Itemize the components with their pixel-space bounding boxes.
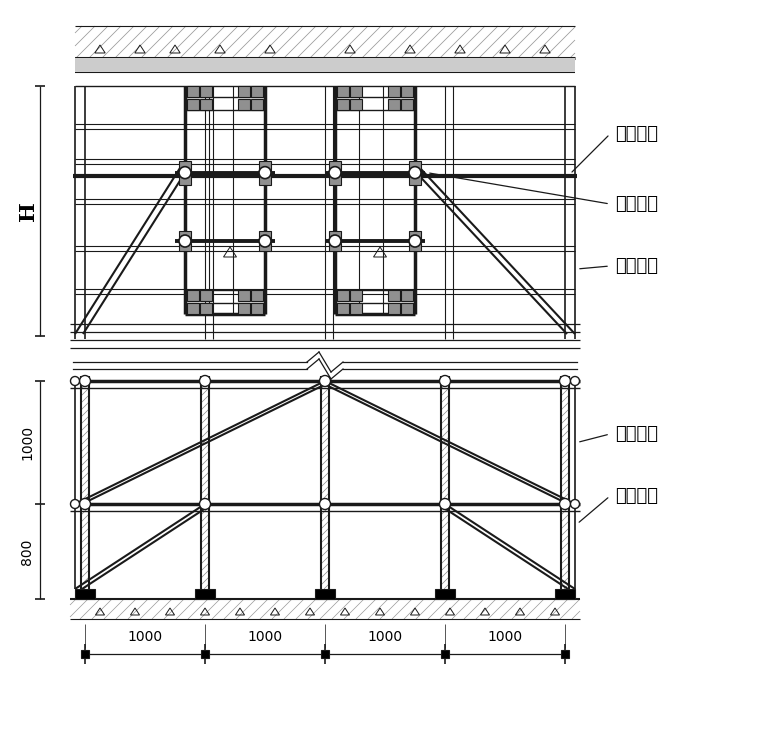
Bar — [195, 589, 215, 599]
Bar — [259, 161, 271, 170]
Bar — [329, 231, 341, 239]
Bar — [259, 243, 271, 251]
Bar — [350, 290, 362, 301]
Circle shape — [559, 376, 571, 386]
Text: 1000: 1000 — [487, 630, 523, 644]
Bar — [337, 303, 349, 314]
Text: 800: 800 — [20, 539, 34, 565]
Circle shape — [329, 167, 341, 179]
Bar — [409, 231, 421, 239]
Bar — [200, 303, 212, 314]
Circle shape — [319, 498, 331, 510]
Bar — [350, 303, 362, 314]
Bar — [179, 175, 191, 185]
Bar — [388, 303, 400, 314]
Bar — [350, 86, 362, 97]
Bar — [337, 86, 349, 97]
Bar — [329, 243, 341, 251]
Circle shape — [409, 235, 421, 247]
Circle shape — [199, 376, 211, 386]
Bar — [201, 650, 209, 658]
Bar — [179, 231, 191, 239]
Bar — [337, 99, 349, 110]
Circle shape — [179, 167, 191, 179]
Bar — [251, 290, 263, 301]
Text: 1000: 1000 — [248, 630, 283, 644]
Circle shape — [259, 235, 271, 247]
Circle shape — [559, 498, 571, 510]
Bar — [561, 650, 569, 658]
Bar — [401, 86, 413, 97]
Text: 支撑庸板: 支撑庸板 — [615, 487, 658, 505]
Bar — [187, 99, 199, 110]
Circle shape — [439, 498, 451, 510]
Text: 对拉丝杆: 对拉丝杆 — [615, 195, 658, 213]
Bar — [409, 175, 421, 185]
Circle shape — [409, 167, 421, 179]
Bar — [187, 303, 199, 314]
Circle shape — [71, 499, 80, 508]
Text: 1000: 1000 — [128, 630, 163, 644]
Text: 加固锂管: 加固锂管 — [615, 257, 658, 275]
Bar — [187, 86, 199, 97]
Bar — [238, 290, 250, 301]
Bar — [409, 243, 421, 251]
Bar — [179, 161, 191, 170]
Bar — [238, 303, 250, 314]
Bar — [179, 243, 191, 251]
Text: 框梁斜撑: 框梁斜撑 — [615, 125, 658, 143]
Bar — [251, 303, 263, 314]
Bar — [259, 175, 271, 185]
Bar — [259, 231, 271, 239]
Bar — [401, 290, 413, 301]
Bar — [315, 589, 335, 599]
Text: 1000: 1000 — [367, 630, 403, 644]
Bar — [329, 161, 341, 170]
Bar — [75, 589, 95, 599]
Bar — [435, 589, 455, 599]
Bar — [187, 290, 199, 301]
Bar — [251, 86, 263, 97]
Bar — [409, 161, 421, 170]
Bar — [388, 290, 400, 301]
Bar — [401, 99, 413, 110]
Circle shape — [199, 498, 211, 510]
Text: 1000: 1000 — [20, 425, 34, 460]
Circle shape — [71, 376, 80, 385]
Bar — [329, 175, 341, 185]
Circle shape — [80, 498, 90, 510]
Circle shape — [319, 376, 331, 386]
Circle shape — [80, 376, 90, 386]
Bar — [200, 99, 212, 110]
Bar — [401, 303, 413, 314]
Bar — [200, 86, 212, 97]
Circle shape — [571, 376, 579, 385]
Bar — [238, 99, 250, 110]
Bar — [441, 650, 449, 658]
Bar — [388, 99, 400, 110]
Circle shape — [439, 376, 451, 386]
Circle shape — [259, 167, 271, 179]
Bar — [81, 650, 89, 658]
Bar — [350, 99, 362, 110]
Circle shape — [329, 235, 341, 247]
Bar — [251, 99, 263, 110]
Bar — [555, 589, 575, 599]
Circle shape — [179, 235, 191, 247]
Bar — [75, 58, 575, 72]
Bar — [388, 86, 400, 97]
Bar — [337, 290, 349, 301]
Circle shape — [571, 499, 579, 508]
Text: 加固斜撑: 加固斜撑 — [615, 425, 658, 443]
Bar — [238, 86, 250, 97]
Text: H: H — [18, 201, 38, 221]
Bar — [321, 650, 329, 658]
Bar — [200, 290, 212, 301]
